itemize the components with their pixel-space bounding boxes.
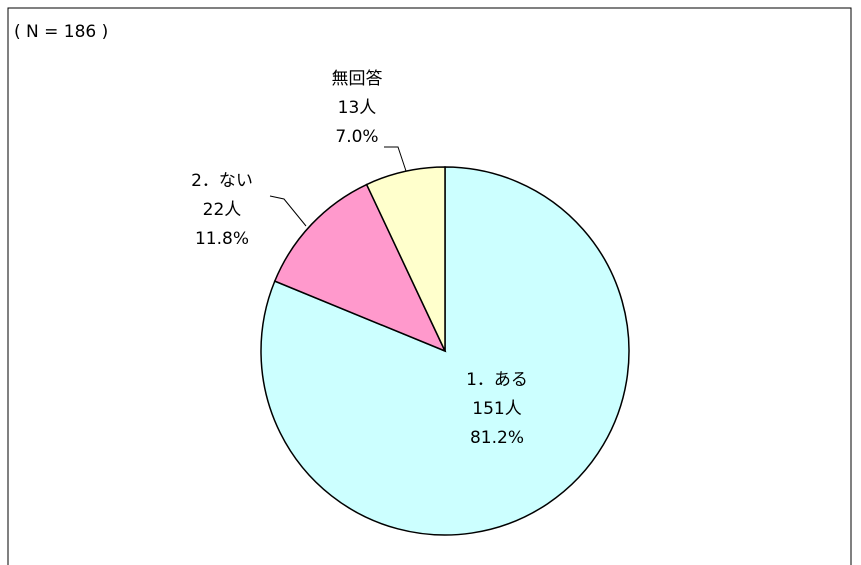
pie-slice: [365, 166, 446, 352]
leader-line: [384, 146, 407, 172]
value-label: 11.8%: [195, 229, 249, 249]
value-label: 81.2%: [470, 428, 524, 448]
value-label: 7.0%: [335, 127, 378, 147]
leader-line: [269, 195, 307, 227]
chart-title: ( N = 186 ): [14, 22, 108, 42]
slice-label: 1．ある: [466, 370, 528, 390]
count-label: 13人: [338, 98, 377, 118]
slice-label: 無回答: [332, 69, 383, 89]
count-label: 22人: [203, 200, 242, 220]
frame: [7, 7, 852, 565]
count-label: 151人: [472, 399, 521, 419]
slice-label: 2．ない: [191, 171, 253, 191]
pie-slice: [273, 183, 447, 353]
